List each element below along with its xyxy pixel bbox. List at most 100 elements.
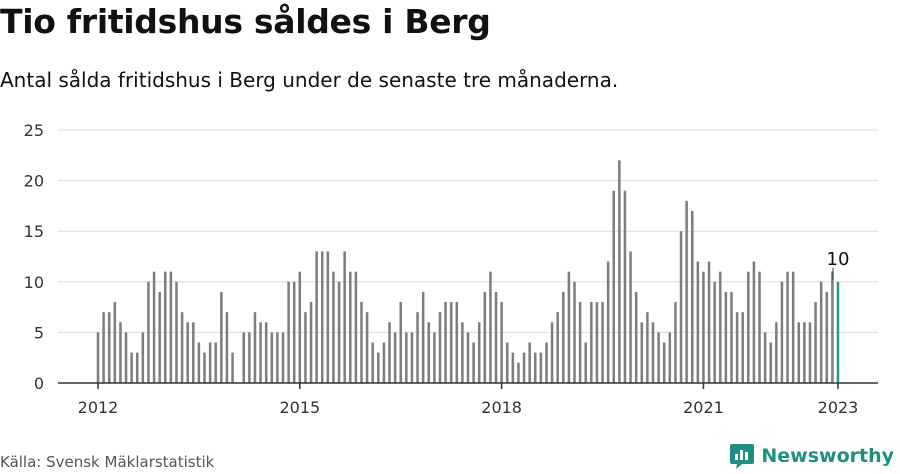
bar (416, 312, 419, 383)
bar (180, 312, 184, 383)
bar (332, 271, 335, 383)
bar (590, 302, 593, 383)
bar (203, 352, 206, 383)
bar (405, 332, 408, 383)
bar (803, 322, 806, 383)
bar (730, 291, 733, 383)
bar (713, 281, 716, 383)
bar (388, 322, 391, 383)
bar (584, 342, 587, 383)
bar (377, 352, 380, 383)
bar (175, 281, 178, 383)
bar (220, 291, 223, 383)
bar (679, 231, 683, 383)
bar (382, 342, 386, 383)
bar (444, 302, 447, 383)
bar (192, 322, 195, 383)
newsworthy-logo[interactable]: Newsworthy (729, 442, 894, 470)
bar (534, 352, 537, 383)
x-tick-label: 2021 (683, 398, 724, 417)
bar (135, 352, 139, 383)
y-tick-label: 15 (24, 222, 44, 241)
bar (814, 302, 817, 383)
bar (674, 302, 677, 383)
bar (606, 261, 610, 383)
bar (449, 302, 453, 383)
bar (152, 271, 156, 383)
bar (337, 281, 341, 383)
bar-highlight (836, 281, 840, 383)
newsworthy-icon (730, 444, 755, 469)
bar-series (96, 160, 840, 383)
x-tick-label: 2023 (818, 398, 859, 417)
bar (113, 302, 117, 383)
bar (629, 251, 632, 383)
bar (791, 271, 795, 383)
bar (573, 281, 576, 383)
bar (662, 342, 666, 383)
bar (612, 190, 616, 383)
x-tick-label: 2018 (481, 398, 522, 417)
bar (780, 281, 784, 383)
bar (438, 312, 442, 383)
bar (477, 322, 481, 383)
bar (253, 312, 257, 383)
source-note: Källa: Svensk Mäklarstatistik (0, 453, 215, 471)
bar (371, 342, 374, 383)
bar (164, 271, 167, 383)
bar (494, 291, 498, 383)
bar (264, 322, 268, 383)
bar (365, 312, 369, 383)
bar (539, 352, 543, 383)
bar (769, 342, 772, 383)
bar (707, 261, 711, 383)
bar (825, 291, 829, 383)
y-tick-label: 25 (24, 121, 44, 140)
bar (483, 291, 487, 383)
bar (517, 362, 520, 383)
bar (545, 342, 548, 383)
bar (618, 160, 621, 383)
bar (208, 342, 212, 383)
bar (808, 322, 812, 383)
x-tick-label: 2015 (279, 398, 320, 417)
bar (489, 271, 492, 383)
bar (231, 352, 234, 383)
bar (102, 312, 105, 383)
bar (287, 281, 290, 383)
y-tick-label: 10 (24, 273, 44, 292)
bar (124, 332, 128, 383)
y-tick-label: 20 (24, 172, 44, 191)
bar (281, 332, 285, 383)
bar (455, 302, 459, 383)
x-axis: 2012 2015 2018 2021 2023 (58, 382, 878, 417)
bar (556, 312, 559, 383)
bar (461, 322, 464, 383)
y-axis-ticks: 0 5 10 15 20 25 (24, 121, 44, 393)
bar (360, 302, 363, 383)
bar (292, 281, 296, 383)
bar (601, 302, 604, 383)
bar (214, 342, 217, 383)
bar (724, 291, 728, 383)
bar (651, 322, 655, 383)
brand-name: Newsworthy (761, 445, 894, 467)
bar (758, 271, 761, 383)
bar (309, 302, 313, 383)
x-tick-label: 2012 (78, 398, 119, 417)
bar (141, 332, 145, 383)
bar (685, 200, 688, 383)
chart-title: Tio fritidshus såldes i Berg (0, 2, 491, 41)
bar (197, 342, 201, 383)
bar (466, 332, 470, 383)
bar (819, 281, 823, 383)
bar (248, 332, 251, 383)
bar (719, 271, 722, 383)
bar (741, 312, 744, 383)
bar (393, 332, 397, 383)
bar (399, 302, 402, 383)
bar (657, 332, 660, 383)
bar (259, 322, 262, 383)
bar (119, 322, 122, 383)
